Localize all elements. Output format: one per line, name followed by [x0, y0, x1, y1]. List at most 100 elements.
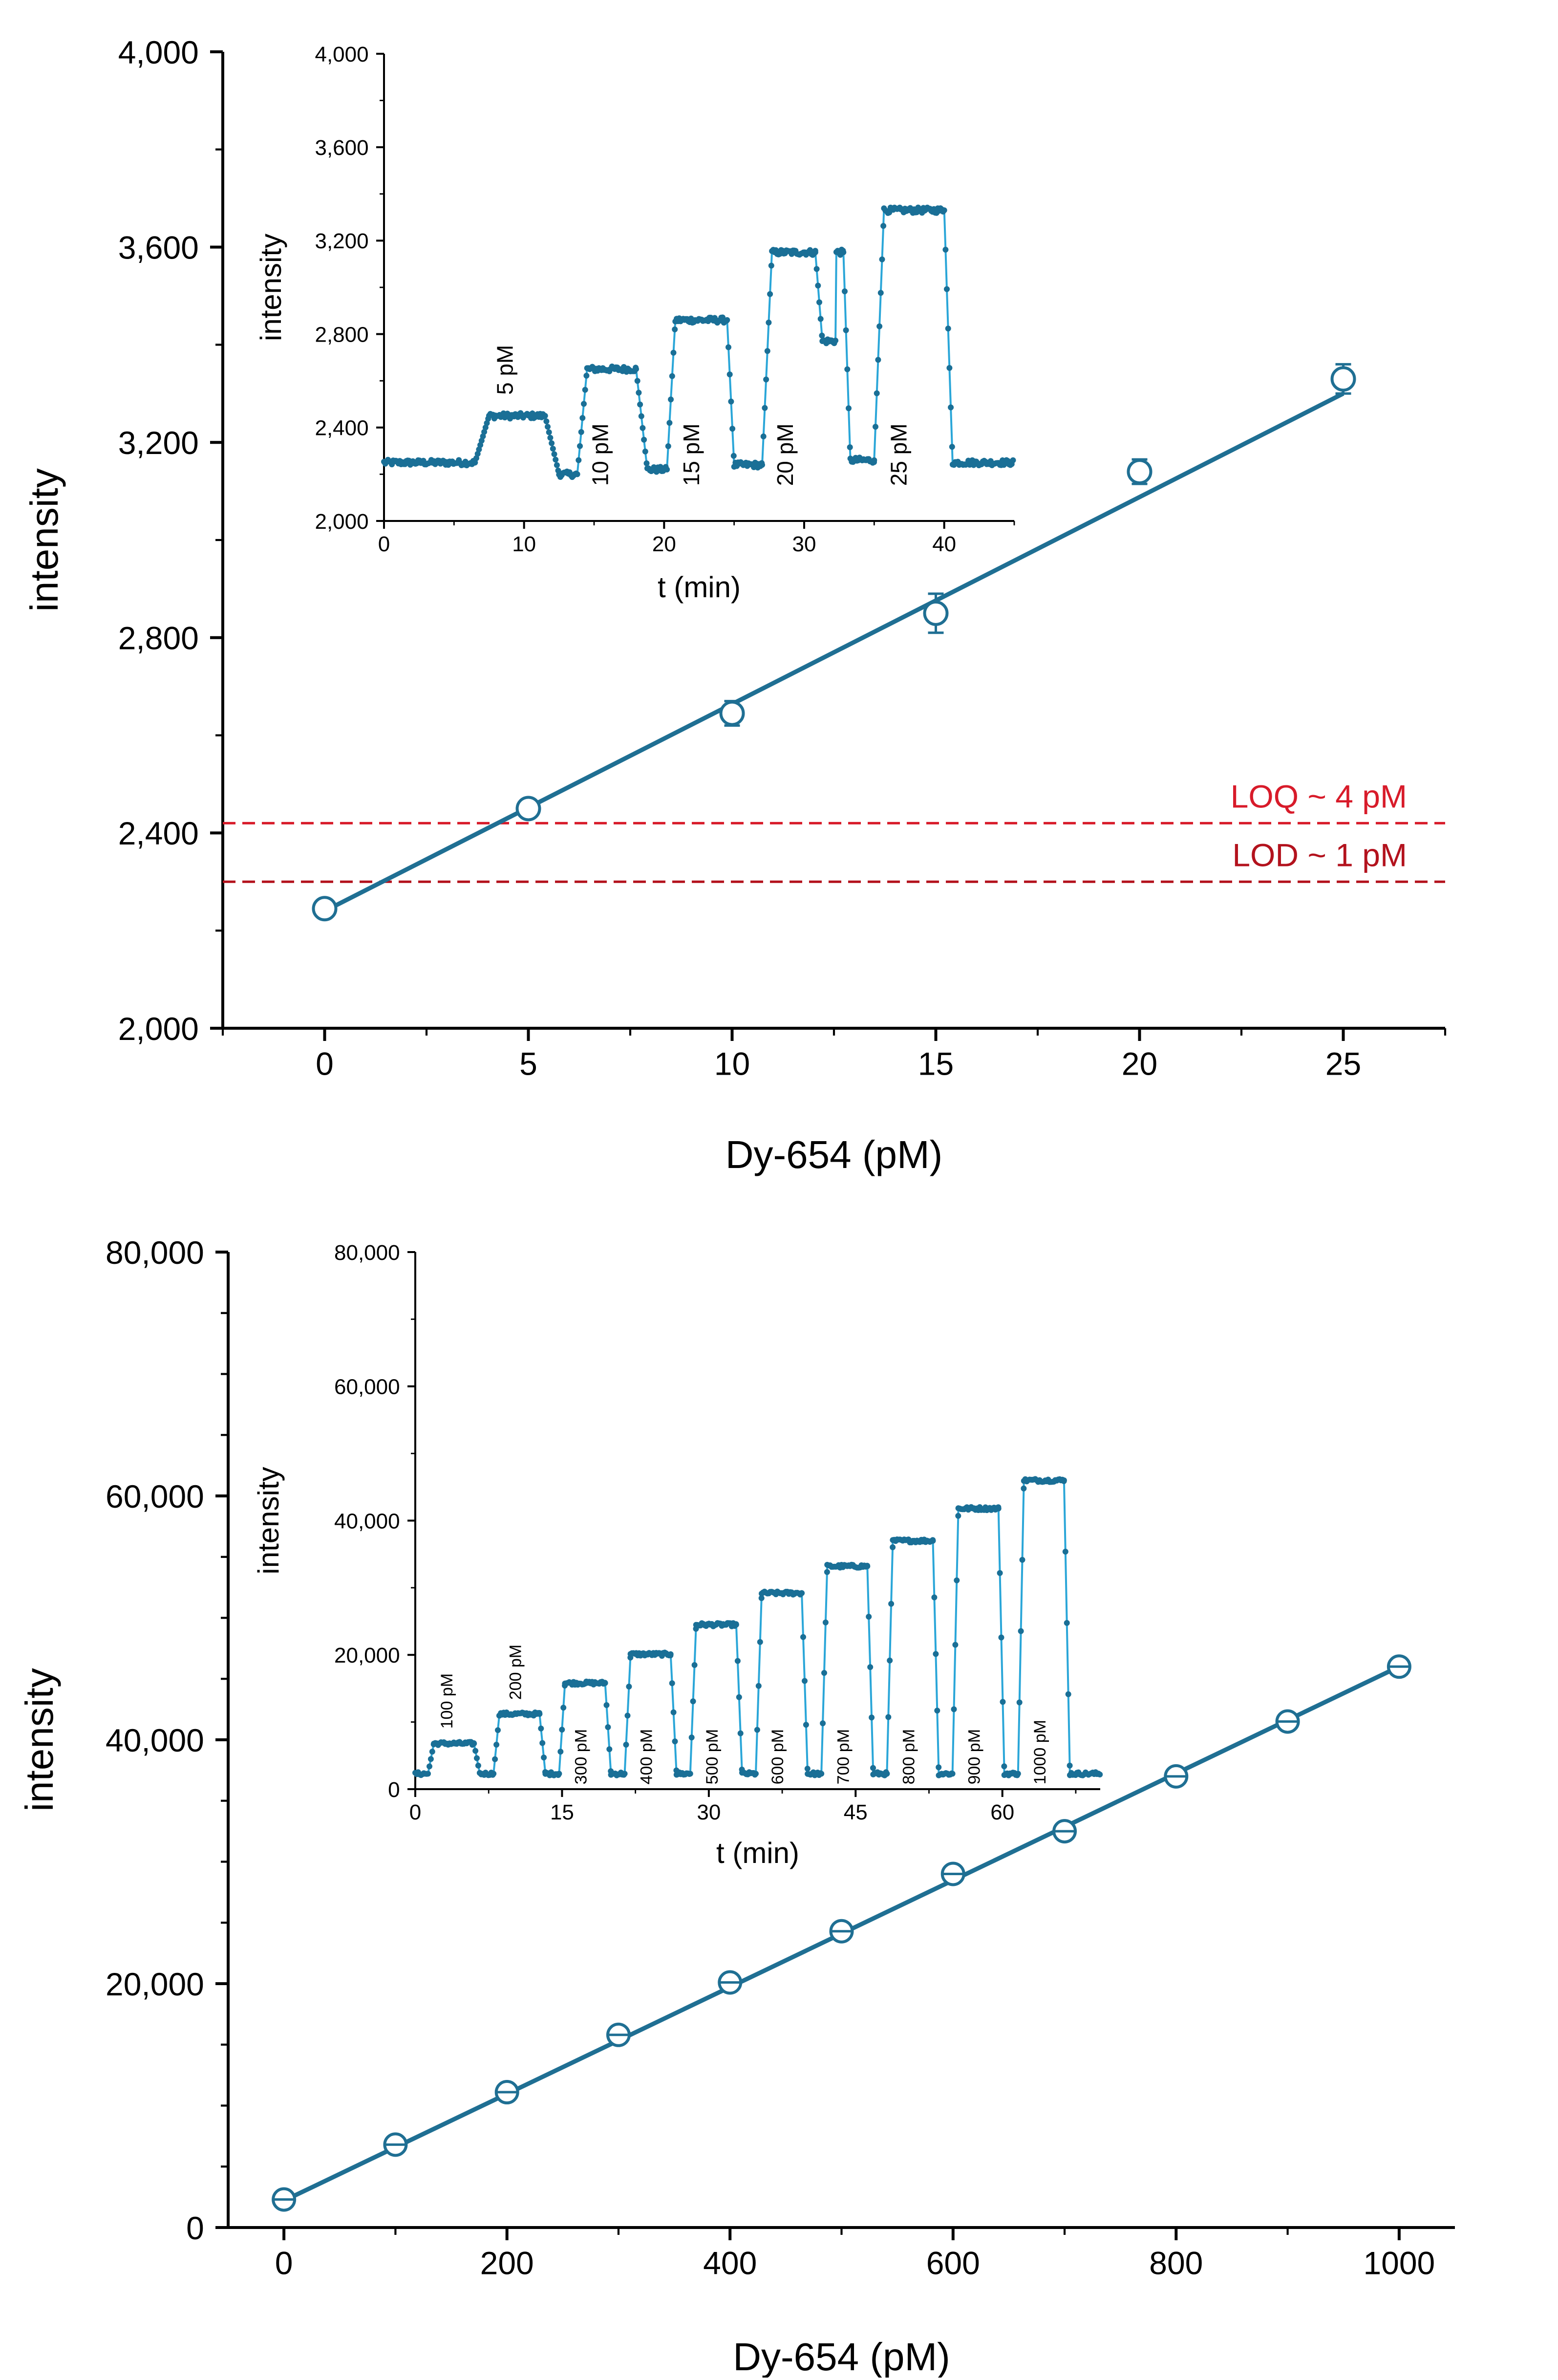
inset-trace-point — [867, 1664, 874, 1670]
data-point — [312, 896, 338, 922]
inset-concentration-label: 1000 pM — [1031, 1720, 1049, 1784]
inset-trace-point — [802, 1678, 808, 1684]
inset-x-tick-label: 45 — [844, 1800, 868, 1824]
data-points — [312, 363, 1356, 922]
inset-y-tick-label: 2,000 — [315, 510, 368, 534]
inset-trace-point — [876, 323, 883, 329]
inset-trace-point — [726, 371, 733, 378]
inset-trace-point — [753, 1771, 759, 1777]
inset-trace-point — [885, 1714, 892, 1720]
inset-y-tick-label: 2,800 — [315, 323, 368, 346]
inset-trace-point — [1010, 457, 1016, 463]
inset-trace-point — [847, 444, 853, 451]
y-tick-label: 0 — [186, 2210, 204, 2246]
x-tick-label: 20 — [1122, 1045, 1157, 1082]
inset-trace-point — [670, 349, 677, 356]
inset-trace-point — [624, 1712, 631, 1719]
inset-trace-point — [843, 327, 849, 333]
inset-trace-point — [560, 1705, 567, 1711]
inset-trace-point — [495, 1727, 501, 1733]
inset-trace-point — [804, 1766, 811, 1772]
inset-trace-point — [799, 1590, 805, 1596]
x-tick-label: 15 — [918, 1045, 954, 1082]
loq-label: LOQ ~ 4 pM — [1231, 778, 1407, 814]
inset-trace-point — [605, 1724, 611, 1731]
inset-trace-point — [557, 1749, 564, 1755]
inset-trace-point — [869, 1714, 875, 1721]
lod-label: LOD ~ 1 pM — [1232, 837, 1407, 873]
inset-y-tick-label: 2,400 — [315, 416, 368, 440]
inset-trace-point — [669, 373, 675, 379]
x-tick-label: 400 — [703, 2245, 757, 2281]
inset-chart: 0 15 30 45 60 0 20,000 40,000 60,000 80,000 t (min… — [252, 1241, 1103, 1869]
y-axis-title: intensity — [18, 1668, 61, 1811]
inset-trace-point — [880, 223, 887, 229]
inset-trace-point — [559, 1727, 565, 1733]
inset-trace-point — [945, 325, 951, 332]
inset-trace-point — [888, 1601, 895, 1607]
inset-y-tick-label: 20,000 — [334, 1644, 400, 1667]
inset-trace-point — [951, 1706, 957, 1712]
data-point — [1330, 366, 1356, 392]
inset-trace-point — [946, 365, 953, 371]
y-tick-label: 4,000 — [118, 34, 199, 70]
inset-concentration-label: 900 pM — [965, 1729, 984, 1784]
inset-concentration-label: 700 pM — [834, 1729, 853, 1784]
inset-trace-point — [933, 1651, 939, 1657]
inset-trace-point — [1062, 1549, 1068, 1555]
inset-trace-point — [1067, 1762, 1073, 1769]
inset-trace-point — [642, 448, 648, 454]
inset-trace-point — [638, 413, 644, 419]
inset-trace-point — [767, 291, 773, 297]
inset-trace-point — [606, 1746, 613, 1753]
data-point — [1127, 459, 1152, 485]
inset-trace-point — [844, 366, 851, 372]
inset-trace-point — [471, 1740, 477, 1747]
inset-trace-point — [536, 1711, 543, 1717]
inset-x-tick-label: 30 — [697, 1800, 721, 1824]
inset-trace-point — [621, 1771, 628, 1777]
inset-trace-point — [803, 1722, 809, 1728]
x-tick-label: 5 — [519, 1045, 537, 1082]
inset-concentration-label: 20 pM — [772, 423, 798, 486]
inset-trace-point — [603, 1702, 610, 1708]
inset-trace-point — [579, 415, 586, 421]
inset-x-tick-label: 40 — [932, 532, 956, 556]
inset-concentration-label: 25 pM — [886, 423, 911, 486]
inset-trace-point — [578, 429, 584, 435]
y-tick-label: 3,200 — [118, 425, 199, 461]
inset-x-tick-label: 10 — [512, 532, 536, 556]
y-axis-title: intensity — [22, 468, 66, 611]
inset-trace-point — [633, 366, 639, 372]
inset-trace-point — [877, 290, 884, 296]
inset-concentration-label: 10 pM — [588, 423, 613, 486]
inset-trace-point — [543, 418, 550, 425]
data-points — [272, 1654, 1411, 2212]
inset-trace-point — [637, 401, 643, 408]
inset-trace-point — [998, 1634, 1004, 1641]
inset-trace-point — [583, 372, 590, 379]
inset-y-tick-label: 3,200 — [315, 229, 368, 253]
inset-trace-point — [819, 332, 825, 339]
inset-trace-point — [1000, 1699, 1006, 1705]
inset-concentration-label: 500 pM — [703, 1729, 722, 1784]
inset-trace-point — [690, 1698, 696, 1705]
inset-y-tick-label: 3,600 — [315, 136, 368, 160]
inset-trace-point — [475, 1762, 481, 1769]
inset-trace-point — [576, 457, 582, 463]
inset-trace-point — [553, 456, 559, 463]
y-tick-label: 2,000 — [118, 1011, 199, 1047]
inset-trace-point — [729, 426, 736, 432]
inset-trace-point — [766, 320, 772, 325]
inset-concentration-label: 600 pM — [768, 1729, 787, 1784]
inset-trace-point — [551, 451, 557, 457]
inset-trace-point — [873, 424, 878, 430]
inset-trace-point — [890, 1544, 896, 1550]
inset-trace-point — [474, 451, 481, 457]
inset-trace-point — [1021, 1485, 1027, 1492]
inset-trace-point — [754, 1727, 760, 1733]
x-tick-label: 10 — [714, 1045, 750, 1082]
inset-trace-point — [762, 405, 768, 411]
inset-trace-point — [759, 462, 765, 468]
